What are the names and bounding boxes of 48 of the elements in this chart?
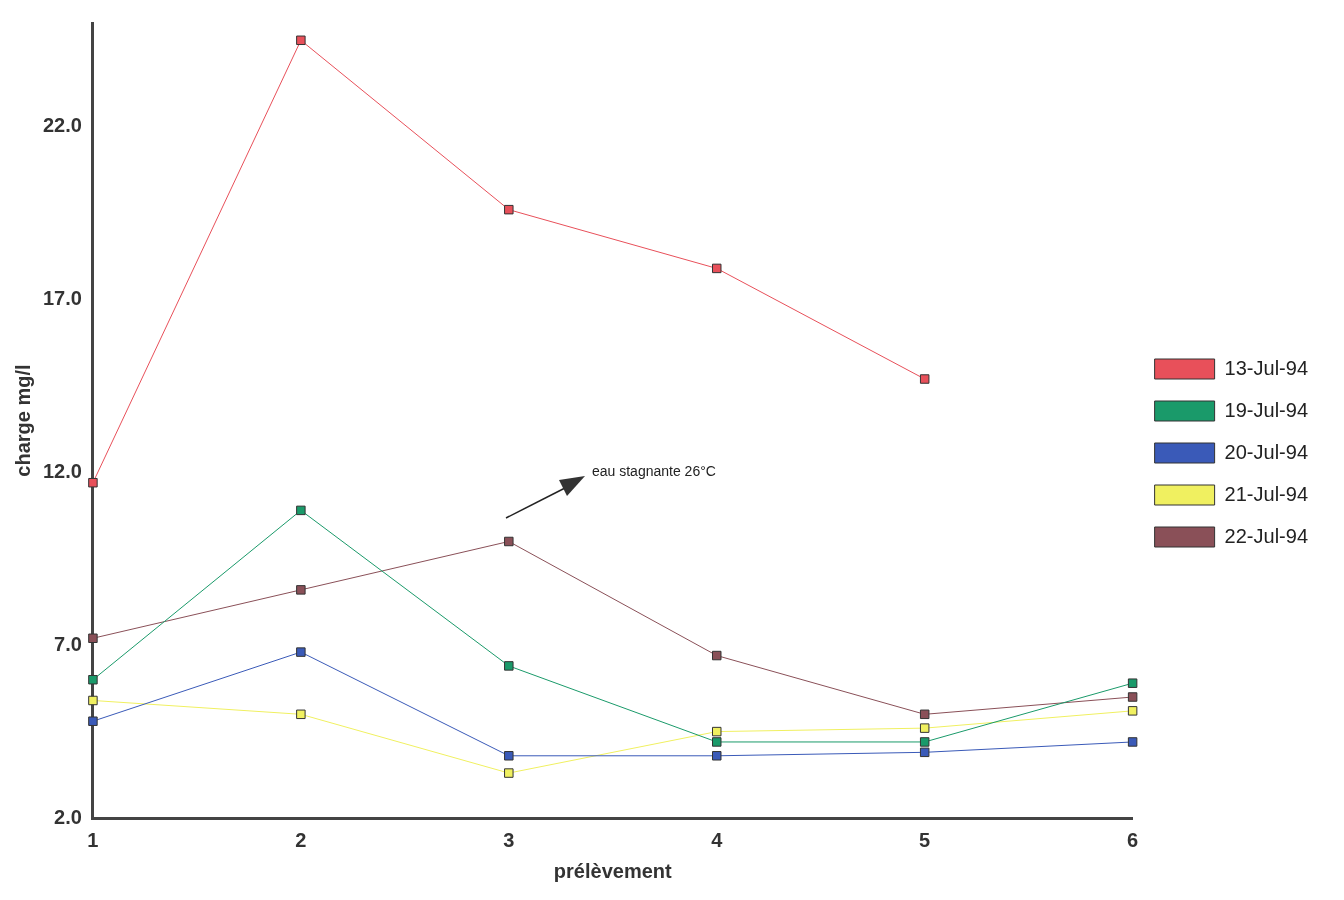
point (919, 737, 930, 747)
y-tick-label: 17.0 (42, 287, 82, 310)
point (1127, 692, 1138, 702)
point (296, 647, 306, 657)
y-axis-title: charge mg/l (11, 364, 34, 477)
x-tick-label: 3 (503, 828, 515, 851)
point (296, 709, 306, 720)
point (296, 35, 306, 46)
x-tick-label: 5 (919, 828, 931, 851)
annotation: eau stagnante 26°C (591, 463, 716, 480)
point (1127, 706, 1138, 716)
x-tick-label: 6 (1127, 828, 1139, 851)
x-tick-label: 2 (295, 828, 307, 851)
x-axis-title: prélèvement (553, 859, 673, 882)
point (919, 709, 930, 720)
point (712, 726, 722, 737)
point (1127, 737, 1138, 747)
point (712, 751, 722, 761)
point (712, 650, 722, 661)
point (296, 585, 306, 595)
point (919, 747, 930, 758)
y-tick-label: 12.0 (42, 459, 82, 482)
point (1127, 678, 1138, 688)
legend-label: 20-Jul-94 (1224, 440, 1309, 463)
legend-label: 21-Jul-94 (1224, 482, 1309, 505)
point (504, 204, 514, 215)
point (88, 477, 98, 488)
point (88, 695, 98, 706)
y-tick-label: 7.0 (54, 632, 82, 655)
point (88, 633, 98, 643)
x-tick-label: 4 (711, 828, 724, 851)
point (712, 737, 722, 747)
point (504, 768, 514, 778)
point (919, 374, 930, 384)
point (296, 505, 306, 516)
legend-label: 22-Jul-94 (1224, 524, 1309, 547)
y-tick-label: 22.0 (42, 114, 82, 137)
point (712, 263, 722, 274)
point (919, 723, 930, 733)
legend-label: 13-Jul-94 (1224, 356, 1309, 379)
point (88, 675, 98, 685)
legend-label: 19-Jul-94 (1224, 398, 1309, 421)
point (504, 661, 514, 671)
point (88, 716, 98, 726)
point (504, 751, 514, 761)
point (504, 536, 514, 547)
x-tick-label: 1 (87, 828, 99, 851)
y-tick-label: 2.0 (54, 805, 82, 828)
